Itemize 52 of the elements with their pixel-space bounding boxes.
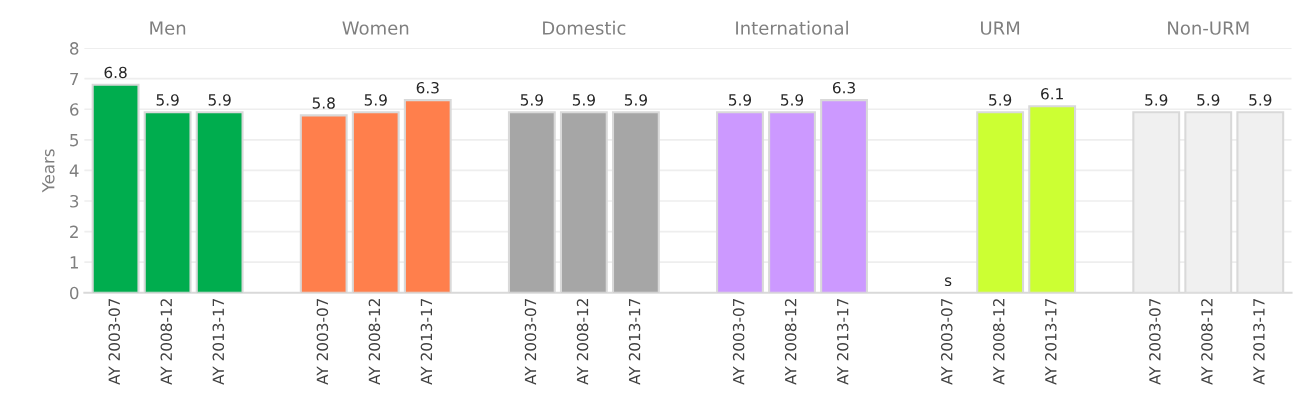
text: Women (342, 21, 409, 35)
text: URM (981, 21, 1020, 35)
data-label: 5.9 (729, 94, 752, 106)
x-tick-label: AY 2013-17 (1045, 298, 1057, 385)
x-tick-label: AY 2003-07 (316, 298, 329, 385)
data-label: 6.3 (832, 81, 855, 94)
data-label: 5.9 (1145, 94, 1168, 106)
x-tick-label: AY 2013-17 (1253, 298, 1265, 385)
x-tick-label: AY 2008-12 (160, 299, 173, 385)
y-tick-label: 6 (70, 103, 79, 116)
y-axis-title: Years (42, 149, 55, 193)
x-tick-label: AY 2003-07 (524, 298, 537, 385)
text: Non-URM (1168, 21, 1249, 35)
data-label: 5.9 (208, 94, 231, 106)
text: Men (150, 21, 186, 35)
x-tick-label: AY 2013-17 (628, 298, 641, 385)
data-label: 5.8 (312, 97, 335, 109)
data-label: 5.9 (572, 94, 595, 106)
x-tick-label: AY 2008-12 (576, 299, 589, 385)
data-label: 5.9 (624, 94, 647, 106)
data-label: 5.9 (781, 94, 804, 106)
y-tick-label: 1 (70, 256, 78, 269)
y-tick-label: 7 (70, 72, 79, 86)
y-tick-label: 4 (69, 164, 79, 177)
data-label: 6.3 (416, 81, 439, 94)
data-label: 6.8 (104, 66, 127, 79)
y-tick-label: 3 (70, 194, 79, 208)
data-label: 5.9 (989, 94, 1012, 106)
y-tick-label: 5 (70, 134, 79, 147)
data-label: 5.9 (520, 94, 543, 106)
y-tick-label: 2 (70, 225, 78, 238)
data-label: 5.9 (1249, 94, 1272, 106)
data-label: 5.9 (1197, 94, 1220, 106)
data-label: 6.1 (1041, 88, 1063, 100)
x-tick-label: AY 2008-12 (784, 299, 797, 385)
data-label: 5.9 (156, 94, 179, 106)
x-tick-label: AY 2013-17 (836, 298, 849, 385)
x-tick-label: AY 2003-07 (732, 298, 745, 385)
x-tick-label: AY 2003-07 (108, 298, 121, 385)
x-tick-label: AY 2008-12 (368, 299, 381, 385)
y-tick-label: 8 (70, 42, 79, 55)
text: International (736, 20, 848, 35)
x-tick-label: AY 2013-17 (212, 298, 225, 385)
x-tick-label: AY 2008-12 (993, 299, 1005, 385)
text: Domestic (543, 20, 626, 35)
x-tick-label: AY 2013-17 (420, 298, 433, 385)
data-label: 5.9 (364, 94, 387, 106)
x-tick-label: AY 2008-12 (1201, 299, 1213, 385)
x-tick-label: AY 2003-07 (940, 298, 953, 385)
y-tick-label: 0 (70, 286, 79, 300)
text: s (944, 277, 952, 287)
x-tick-label: AY 2003-07 (1149, 298, 1161, 385)
